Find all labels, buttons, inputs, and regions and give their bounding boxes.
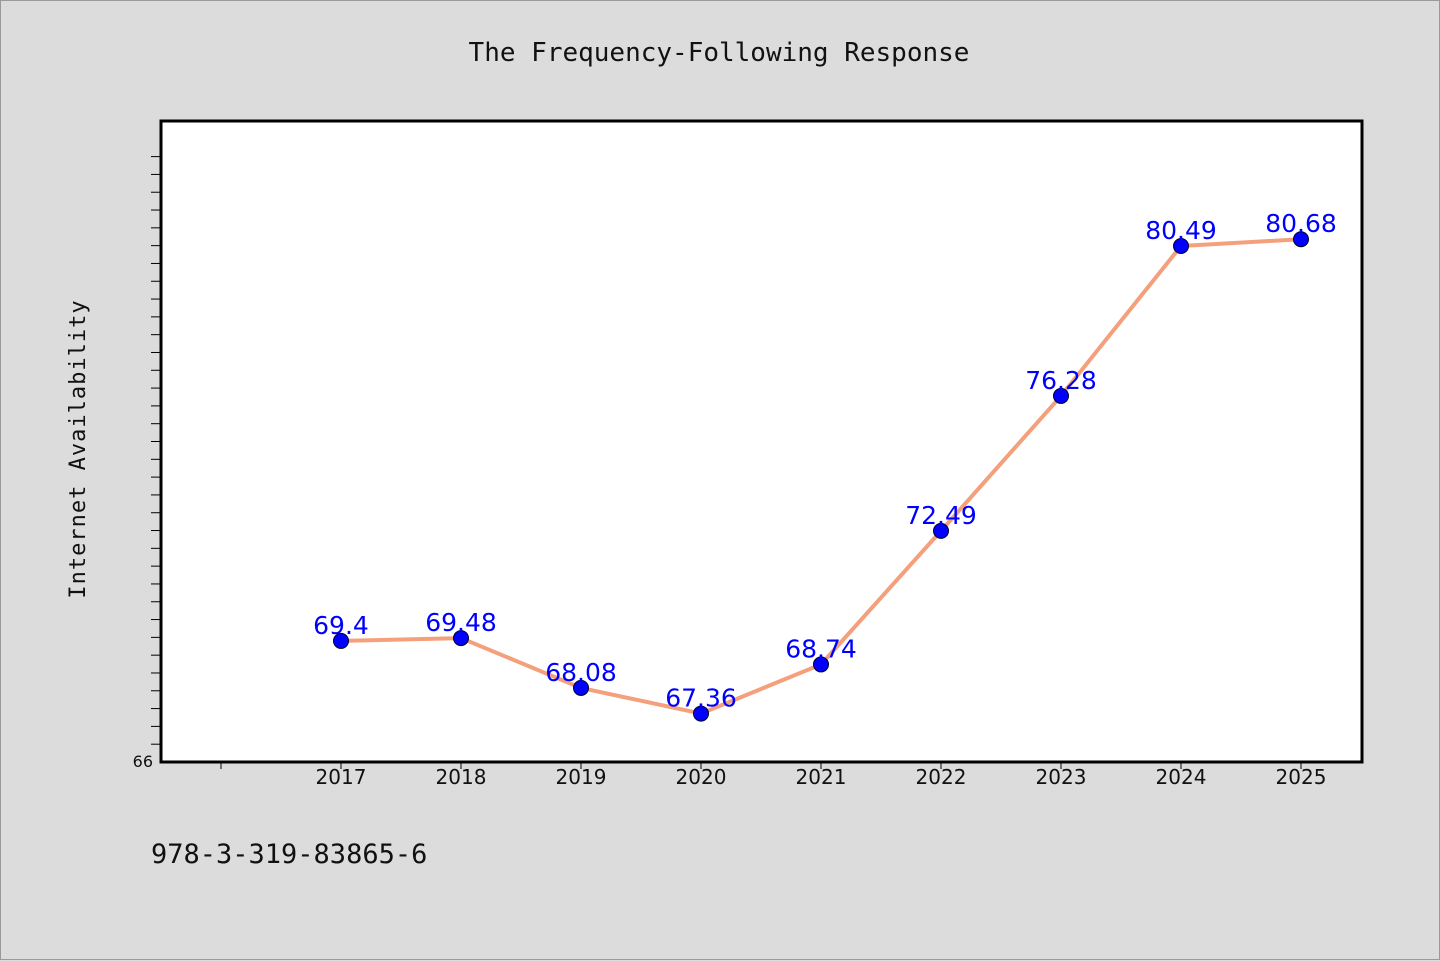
x-tick-label: 2017 [316,765,367,789]
y-axis-min-label: 66 [133,752,153,771]
data-label: 67.36 [665,684,737,713]
x-tick-label: 2021 [796,765,847,789]
data-point [333,632,349,649]
x-axis-ticks: 2017 2018 2019 2020 2021 2022 2023 2024 2025 [220,762,1327,789]
data-point [933,522,949,539]
data-label: 68.74 [785,634,857,663]
data-label: 72.49 [905,501,977,530]
series-layer: 69.4 69.48 68.08 67.36 68.74 72.49 76.28 80.49 8… [313,209,1337,722]
data-label: 68.08 [545,658,617,687]
x-tick-label: 2020 [676,765,727,789]
x-tick-label: 2025 [1276,765,1327,789]
x-tick-label: 2018 [436,765,487,789]
y-axis-label: Internet Availability [66,299,91,598]
data-point [813,656,829,673]
data-point [573,679,589,696]
data-point [1053,387,1069,404]
data-label: 76.28 [1025,366,1097,395]
plot-area [159,119,1364,764]
x-tick-label: 2023 [1036,765,1087,789]
x-tick-label: 2024 [1156,765,1207,789]
x-tick-label: 2022 [916,765,967,789]
data-label: 80.68 [1265,209,1337,238]
data-point [1173,237,1189,254]
y-axis-ticks [151,156,161,745]
data-label: 69.48 [425,608,497,637]
chart-title: The Frequency-Following Response [469,38,970,68]
data-point [1293,231,1309,248]
data-label: 69.4 [313,611,369,640]
data-label: 80.49 [1145,216,1217,245]
data-point [453,630,469,647]
footer-isbn: 978-3-319-83865-6 [151,839,427,870]
x-tick-label: 2019 [556,765,607,789]
data-point [693,705,709,722]
